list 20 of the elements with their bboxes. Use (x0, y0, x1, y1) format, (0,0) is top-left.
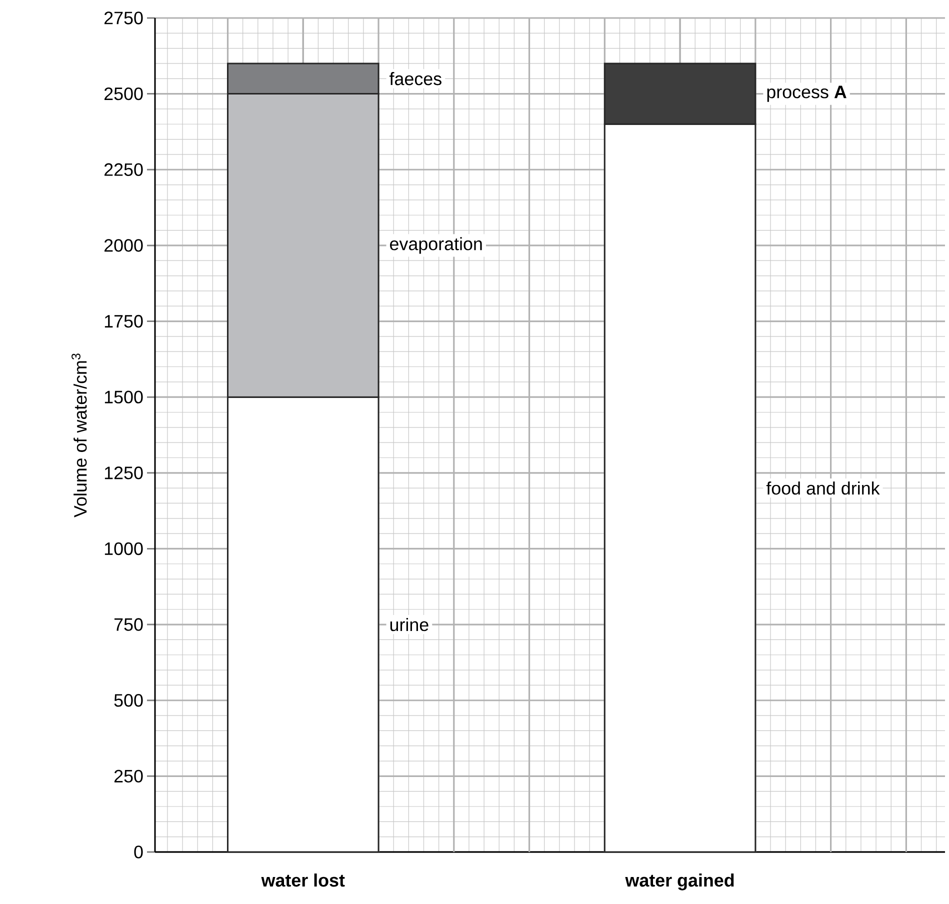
y-tick-label: 1750 (104, 314, 143, 328)
series-label: urine (390, 618, 428, 632)
series-label: process A (767, 86, 846, 102)
series-label: faeces (390, 72, 442, 86)
x-tick-label: water lost (261, 874, 345, 887)
series-label: evaporation (390, 237, 482, 254)
y-tick-label: 1500 (104, 390, 143, 404)
y-tick-label: 2500 (104, 87, 143, 100)
y-tick-label: 750 (114, 618, 143, 631)
y-tick-label: 250 (114, 770, 143, 783)
y-tick-label: 2000 (104, 239, 143, 252)
y-tick-label: 500 (114, 694, 143, 707)
x-tick-label: water gained (625, 874, 734, 890)
y-tick-label: 2250 (104, 163, 143, 176)
y-tick-label: 1250 (104, 466, 143, 480)
y-axis-title: Volume of water/cm$^{3}$ (72, 354, 87, 518)
y-tick-label: 2750 (104, 12, 143, 24)
series-label: food and drink (766, 481, 880, 495)
y-tick-label: 0 (134, 846, 143, 858)
y-tick-label: 1000 (104, 542, 143, 556)
